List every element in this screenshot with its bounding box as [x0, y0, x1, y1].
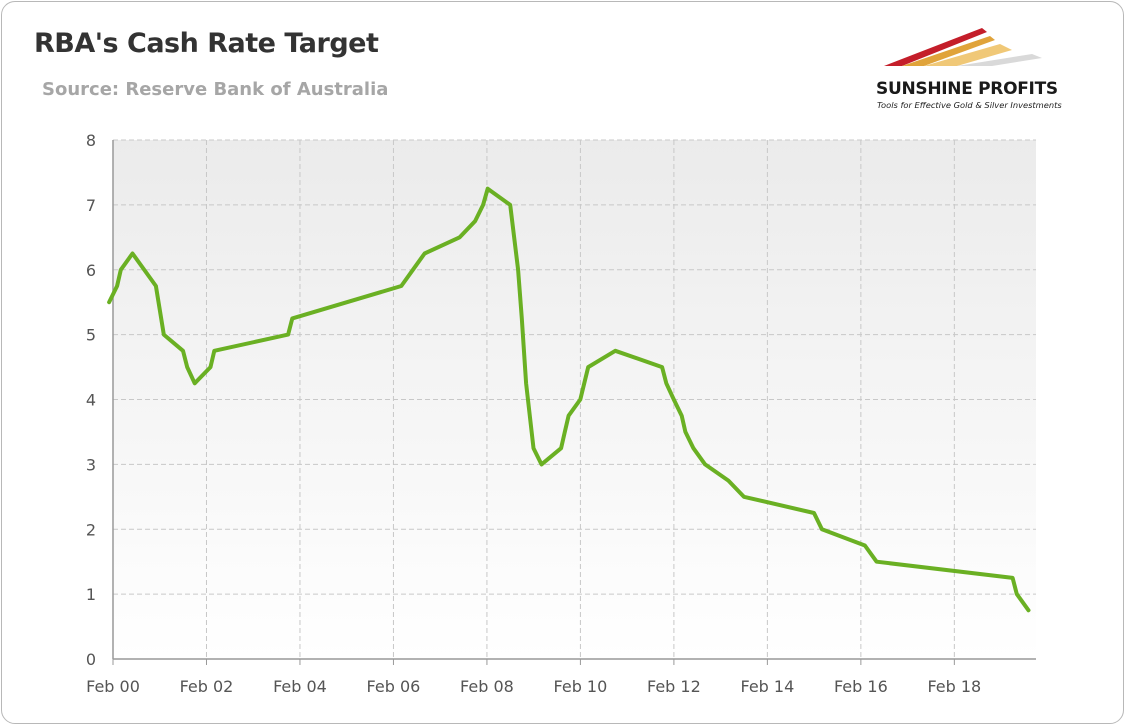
series-line-cash-rate: [107, 186, 1031, 613]
y-tick-label: 2: [86, 520, 96, 539]
y-axis-ticks: 0 1 2 3 4 5 6 7 8: [86, 131, 96, 669]
x-axis-ticks: Feb 00 Feb 02 Feb 04 Feb 06 Feb 08 Feb 10 Feb …: [86, 659, 981, 696]
y-tick-label: 3: [86, 455, 96, 474]
series-group: [107, 186, 1031, 613]
x-tick-label: Feb 06: [367, 677, 421, 696]
y-tick-label: 6: [86, 261, 96, 280]
chart-subtitle: Source: Reserve Bank of Australia: [42, 79, 389, 100]
x-tick-label: Feb 12: [647, 677, 701, 696]
x-tick-label: Feb 18: [927, 677, 981, 696]
y-tick-label: 1: [86, 585, 96, 604]
x-tick-label: Feb 16: [834, 677, 888, 696]
chart-title: RBA's Cash Rate Target: [34, 28, 379, 59]
logo-tagline: Tools for Effective Gold & Silver Invest…: [877, 100, 1062, 110]
y-tick-label: 0: [86, 650, 96, 669]
y-tick-label: 5: [86, 326, 96, 345]
x-tick-label: Feb 04: [273, 677, 327, 696]
x-tick-label: Feb 02: [180, 677, 234, 696]
y-tick-label: 7: [86, 196, 96, 215]
x-tick-label: Feb 10: [554, 677, 608, 696]
axes: [112, 140, 1036, 660]
y-tick-label: 8: [86, 131, 96, 150]
x-tick-label: Feb 00: [86, 677, 140, 696]
logo-swoosh-icon: [884, 28, 1042, 66]
logo-name: SUNSHINE PROFITS: [876, 79, 1058, 99]
sunshine-profits-logo: SUNSHINE PROFITS Tools for Effective Gol…: [862, 20, 1072, 112]
x-tick-label: Feb 08: [460, 677, 514, 696]
x-tick-label: Feb 14: [740, 677, 794, 696]
y-tick-label: 4: [86, 391, 96, 410]
